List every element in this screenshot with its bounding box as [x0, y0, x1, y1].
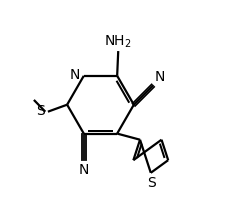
Text: S: S — [36, 104, 45, 118]
Text: S: S — [147, 176, 156, 190]
Text: N: N — [155, 70, 165, 84]
Text: NH$_2$: NH$_2$ — [104, 34, 132, 50]
Text: N: N — [70, 68, 80, 82]
Text: N: N — [79, 163, 89, 177]
